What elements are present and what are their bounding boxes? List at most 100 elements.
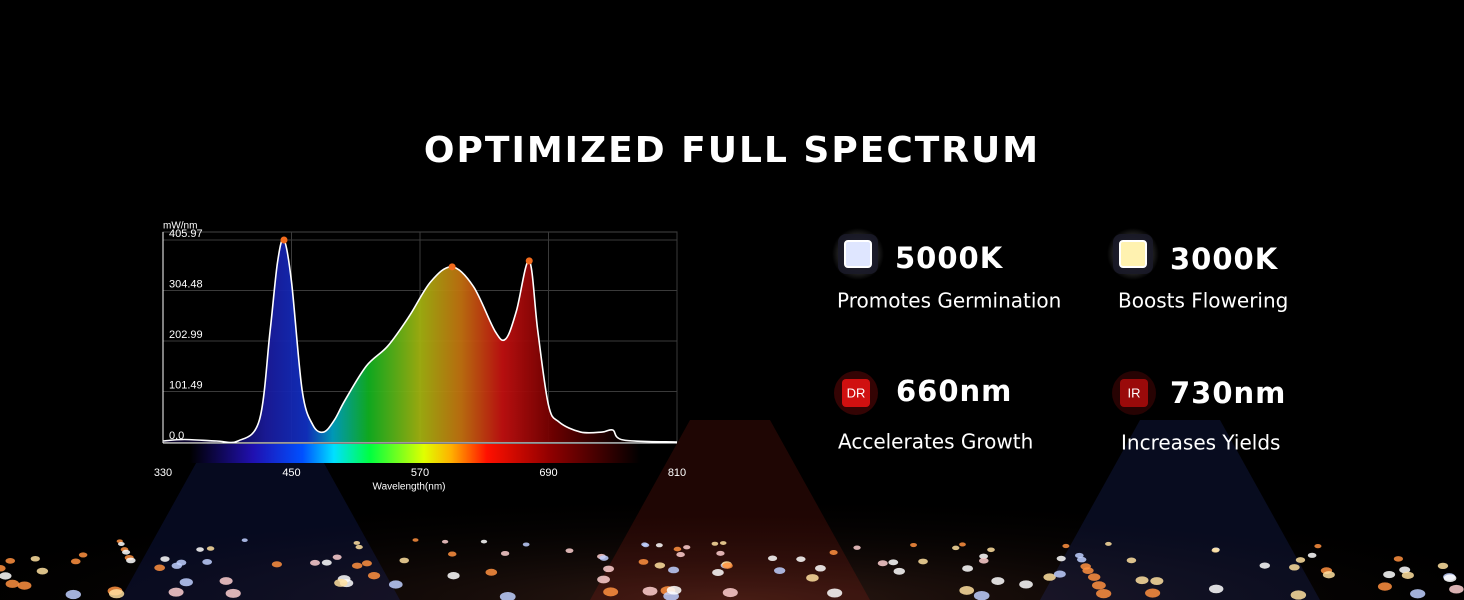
floor-light xyxy=(979,553,989,559)
floor-light xyxy=(1087,573,1101,581)
floor-light xyxy=(1074,552,1084,559)
floor-light xyxy=(767,555,778,562)
x-tick-label: 690 xyxy=(539,467,557,479)
floor-light xyxy=(774,567,786,575)
floor-light xyxy=(683,545,691,550)
icon xyxy=(844,240,872,268)
floor-light xyxy=(1393,556,1404,562)
floor-light xyxy=(117,541,125,546)
x-tick-label: 330 xyxy=(154,467,172,479)
floor-light xyxy=(565,548,574,554)
floor-light xyxy=(1056,555,1066,562)
floor-light xyxy=(829,550,838,555)
floor-light xyxy=(1290,590,1307,600)
floor-light xyxy=(447,572,460,580)
floor-light xyxy=(959,586,975,595)
floor-light xyxy=(806,574,819,582)
decor xyxy=(0,420,1464,600)
floor-light xyxy=(676,552,685,558)
floor-light xyxy=(480,539,488,544)
floor-light xyxy=(979,557,989,564)
floor-light xyxy=(599,555,609,561)
floor-light xyxy=(814,564,826,572)
floor-light xyxy=(70,558,81,565)
floor-light xyxy=(499,591,516,600)
floor-light xyxy=(1208,584,1224,594)
floor-light xyxy=(225,588,241,598)
floor-light xyxy=(17,581,32,590)
floor-light xyxy=(1082,567,1094,574)
floor-light xyxy=(1410,589,1426,599)
x-axis-label: Wavelength(nm) xyxy=(373,482,446,493)
icon xyxy=(1119,240,1147,268)
floor-light xyxy=(712,569,724,577)
peak-marker xyxy=(525,257,533,265)
floor-light xyxy=(666,585,682,595)
feature-description: Boosts Flowering xyxy=(1118,289,1288,313)
icon xyxy=(842,379,870,407)
floor-light xyxy=(65,589,82,600)
floor-light xyxy=(641,542,648,547)
floor-light xyxy=(893,567,905,575)
floor-light xyxy=(1383,570,1396,579)
x-tick-label: 810 xyxy=(668,467,686,479)
floor-light xyxy=(1295,557,1306,563)
floor-light xyxy=(367,572,381,580)
peak-marker xyxy=(448,263,456,271)
floor-light xyxy=(500,550,510,556)
floor-light xyxy=(179,578,193,587)
floor-light xyxy=(722,588,738,598)
floor-light xyxy=(877,560,888,567)
floor-light xyxy=(1259,562,1270,569)
floor-light xyxy=(160,556,170,562)
floor-light xyxy=(412,538,419,542)
floor-light xyxy=(202,558,213,565)
floor-light xyxy=(910,542,917,548)
floor-light xyxy=(36,567,49,575)
icon-badge: DR xyxy=(847,385,866,400)
floor-light xyxy=(0,564,6,572)
floor-light xyxy=(603,587,619,597)
y-tick-label: 304.48 xyxy=(169,278,203,290)
feature-title: 3000K xyxy=(1170,242,1279,276)
floor-light xyxy=(655,543,663,548)
icon-badge: IR xyxy=(1128,385,1141,400)
floor-light xyxy=(853,545,861,550)
floor-light xyxy=(5,557,16,564)
floor-light xyxy=(1019,580,1033,589)
floor-light xyxy=(918,558,928,565)
floor-light xyxy=(1322,571,1335,579)
floor-light xyxy=(1062,543,1070,549)
floor-light xyxy=(351,562,363,569)
floor-light xyxy=(5,579,20,588)
floor-light xyxy=(1401,571,1414,579)
floor-light xyxy=(654,562,666,569)
floor-light xyxy=(332,554,342,560)
floor-light xyxy=(1377,582,1392,591)
floor-light xyxy=(642,586,658,596)
floor-light xyxy=(241,538,248,542)
page-title: OPTIMIZED FULL SPECTRUM xyxy=(424,130,1040,171)
feature-title: 730nm xyxy=(1170,376,1286,410)
feature-description: Increases Yields xyxy=(1121,431,1280,455)
spectrum-bar xyxy=(190,444,640,463)
floor-light xyxy=(176,559,187,566)
floor-light xyxy=(716,550,725,556)
floor-light xyxy=(1399,566,1411,574)
floor-light xyxy=(361,560,372,567)
floor-light xyxy=(108,589,125,599)
floor-light xyxy=(1135,576,1149,585)
features: 5000K Promotes Germination 3000K Boosts Flo… xyxy=(832,228,1288,455)
floor-light xyxy=(1150,577,1164,585)
floor-light xyxy=(310,559,320,566)
floor-light xyxy=(888,559,899,566)
feature-title: 660nm xyxy=(896,374,1012,408)
floor-light xyxy=(271,561,282,568)
feature: 3000K Boosts Flowering xyxy=(1107,228,1288,313)
floor-light xyxy=(1043,573,1056,581)
floor-light xyxy=(1211,548,1220,553)
floor-light xyxy=(353,541,361,545)
floor-light xyxy=(638,558,649,565)
y-axis-label: mW/nm xyxy=(163,221,197,232)
